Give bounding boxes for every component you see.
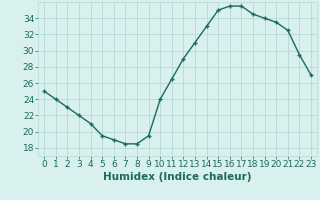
X-axis label: Humidex (Indice chaleur): Humidex (Indice chaleur) bbox=[103, 172, 252, 182]
